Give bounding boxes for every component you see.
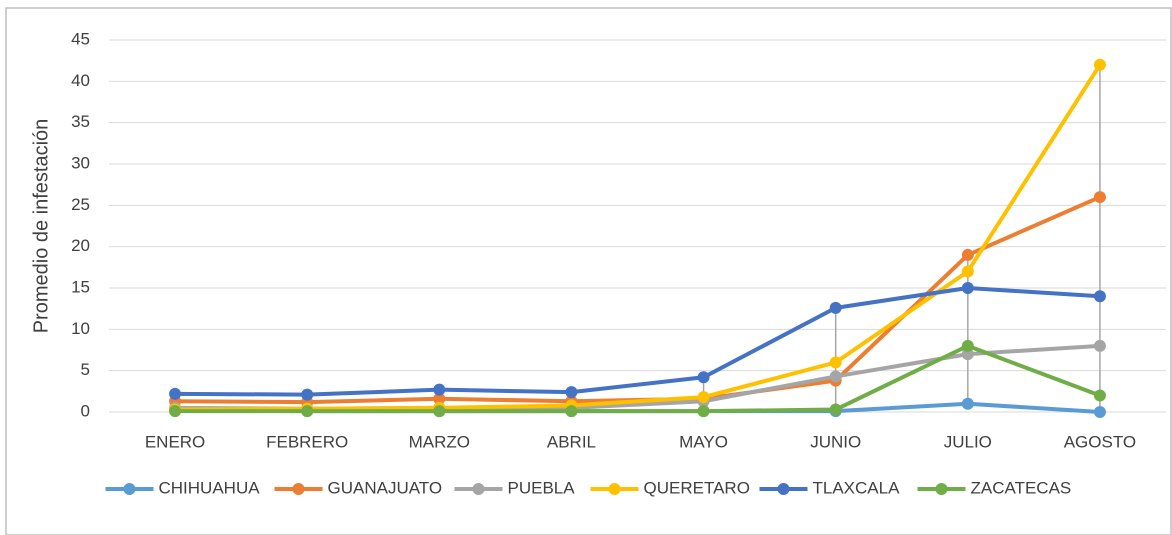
data-point — [1093, 339, 1106, 352]
legend-marker — [935, 483, 948, 495]
data-point — [301, 405, 314, 418]
y-tick-label: 45 — [71, 29, 90, 48]
legend-marker — [123, 483, 136, 495]
legend-marker — [777, 483, 790, 495]
y-tick-label: 15 — [71, 277, 90, 296]
data-point — [1093, 191, 1106, 204]
data-point — [961, 397, 974, 410]
data-point — [697, 405, 710, 418]
x-tick-label: AGOSTO — [1064, 432, 1136, 451]
data-point — [961, 265, 974, 278]
data-point — [433, 405, 446, 418]
legend-label: GUANAJUATO — [328, 478, 443, 497]
data-point — [169, 405, 182, 418]
data-point — [301, 388, 314, 401]
series-line — [175, 195, 1101, 405]
legend-label: CHIHUAHUA — [159, 478, 261, 497]
y-tick-label: 0 — [81, 401, 90, 420]
series-line — [175, 286, 1101, 397]
data-point — [697, 391, 710, 404]
x-tick-label: JULIO — [944, 432, 992, 451]
data-point — [829, 301, 842, 314]
series-line — [175, 343, 1101, 414]
y-tick-label: 35 — [71, 112, 90, 131]
data-point — [169, 387, 182, 400]
y-tick-label: 10 — [71, 319, 90, 338]
data-point — [697, 371, 710, 384]
y-tick-label: 40 — [71, 71, 90, 90]
data-point — [1093, 290, 1106, 303]
legend-marker — [292, 483, 305, 495]
data-point — [829, 356, 842, 369]
x-tick-label: ENERO — [145, 432, 205, 451]
x-tick-label: JUNIO — [810, 432, 861, 451]
legend-label: TLAXCALA — [813, 478, 901, 497]
y-tick-label: 20 — [71, 236, 90, 255]
x-tick-label: MAYO — [679, 432, 728, 451]
data-point — [565, 405, 578, 418]
series-line — [175, 63, 1102, 412]
data-point — [829, 403, 842, 416]
x-tick-label: ABRIL — [547, 432, 596, 451]
data-point — [961, 339, 974, 352]
y-tick-label: 30 — [71, 153, 90, 172]
legend-label: QUERETARO — [644, 478, 750, 497]
legend-label: PUEBLA — [508, 478, 576, 497]
y-tick-label: 5 — [81, 360, 90, 379]
data-point — [961, 248, 974, 261]
data-point — [1093, 389, 1106, 402]
y-axis-label: Promedio de infestación — [30, 119, 52, 334]
chart-frame — [5, 7, 1172, 535]
legend-label: ZACATECAS — [971, 478, 1072, 497]
data-point — [961, 348, 974, 361]
data-point — [829, 370, 842, 383]
x-tick-label: FEBRERO — [266, 432, 348, 451]
legend-marker — [608, 483, 621, 495]
legend-marker — [472, 483, 485, 495]
data-point — [433, 383, 446, 396]
data-point — [1093, 58, 1106, 71]
data-point — [565, 386, 578, 399]
data-point — [961, 282, 974, 294]
data-point — [1093, 406, 1106, 418]
data-point — [433, 392, 446, 405]
y-tick-label: 25 — [71, 195, 90, 214]
x-tick-label: MARZO — [409, 432, 470, 451]
